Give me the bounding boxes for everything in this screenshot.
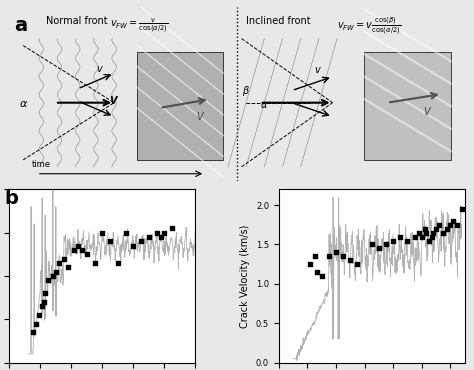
Point bbox=[435, 222, 443, 228]
Point bbox=[411, 233, 419, 239]
Point bbox=[64, 264, 72, 270]
Point bbox=[354, 261, 361, 267]
Point bbox=[74, 243, 82, 249]
Point bbox=[418, 233, 426, 239]
Point bbox=[421, 226, 428, 232]
Point bbox=[38, 303, 46, 309]
Point bbox=[458, 206, 465, 212]
Point bbox=[161, 230, 168, 236]
Point bbox=[389, 238, 397, 243]
Point bbox=[40, 299, 47, 305]
Point bbox=[339, 253, 347, 259]
Point bbox=[382, 242, 390, 248]
Point bbox=[45, 278, 52, 283]
Text: V: V bbox=[424, 107, 430, 117]
Point bbox=[78, 247, 86, 253]
Point bbox=[318, 273, 326, 279]
Point bbox=[454, 222, 461, 228]
Point bbox=[99, 230, 106, 236]
Bar bbox=[365, 53, 451, 160]
Text: $\alpha$: $\alpha$ bbox=[18, 100, 28, 110]
Point bbox=[428, 233, 436, 239]
Point bbox=[368, 242, 375, 248]
Point bbox=[129, 243, 137, 249]
Text: Inclined front: Inclined front bbox=[246, 16, 311, 26]
Text: b: b bbox=[5, 189, 18, 208]
Text: $v_{FW} = v\frac{\cos(\beta)}{\cos(\alpha/2)}$: $v_{FW} = v\frac{\cos(\beta)}{\cos(\alph… bbox=[337, 16, 401, 37]
Point bbox=[35, 312, 43, 318]
Point bbox=[114, 260, 122, 266]
Point bbox=[41, 290, 49, 296]
Point bbox=[422, 230, 430, 236]
Point bbox=[325, 253, 333, 259]
Point bbox=[52, 269, 60, 275]
Point bbox=[32, 321, 40, 327]
Point bbox=[91, 260, 99, 266]
Text: a: a bbox=[14, 16, 27, 35]
Point bbox=[311, 253, 319, 259]
Point bbox=[55, 260, 63, 266]
Text: time: time bbox=[32, 159, 51, 169]
Text: $\alpha$: $\alpha$ bbox=[260, 100, 268, 110]
Point bbox=[153, 230, 160, 236]
Text: v: v bbox=[314, 65, 320, 75]
Point bbox=[332, 249, 340, 255]
Point bbox=[83, 251, 91, 257]
Point bbox=[429, 230, 437, 236]
Point bbox=[314, 269, 321, 275]
Point bbox=[137, 238, 145, 244]
Point bbox=[60, 256, 67, 262]
Text: $v_{FW} = \frac{v}{\cos(\alpha/2)}$: $v_{FW} = \frac{v}{\cos(\alpha/2)}$ bbox=[109, 16, 168, 34]
Point bbox=[71, 247, 78, 253]
Text: V: V bbox=[196, 112, 203, 122]
Point bbox=[447, 222, 454, 228]
Point bbox=[425, 238, 433, 243]
Point bbox=[396, 233, 404, 239]
Point bbox=[444, 226, 451, 232]
Point bbox=[306, 261, 314, 267]
Point bbox=[432, 226, 440, 232]
Point bbox=[403, 238, 411, 243]
Text: V: V bbox=[109, 97, 117, 107]
Point bbox=[439, 230, 447, 236]
Point bbox=[157, 234, 165, 240]
Bar bbox=[137, 53, 223, 160]
Point bbox=[122, 230, 129, 236]
Point bbox=[29, 329, 36, 335]
Point bbox=[168, 225, 176, 231]
Point bbox=[106, 238, 114, 244]
Y-axis label: Crack Velocity (km/s): Crack Velocity (km/s) bbox=[240, 224, 250, 328]
Point bbox=[415, 230, 423, 236]
Point bbox=[145, 234, 153, 240]
Point bbox=[346, 257, 354, 263]
Text: Normal front: Normal front bbox=[46, 16, 108, 26]
Text: v: v bbox=[96, 64, 102, 74]
Text: $\beta$: $\beta$ bbox=[242, 84, 249, 98]
Point bbox=[375, 245, 383, 251]
Point bbox=[449, 218, 457, 224]
Point bbox=[49, 273, 56, 279]
